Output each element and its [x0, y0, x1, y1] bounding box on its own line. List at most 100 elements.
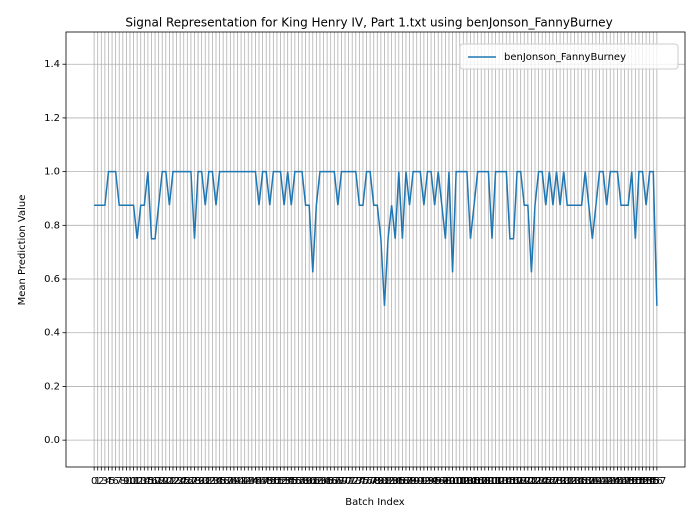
- x-tick-label: 120: [515, 476, 534, 487]
- x-tick-label: 154: [637, 476, 656, 487]
- x-tick-label: 130: [551, 476, 570, 487]
- x-tick-label: 134: [565, 476, 584, 487]
- x-tick-label: 53: [278, 476, 291, 487]
- x-tick-label: 67: [328, 476, 341, 487]
- x-tick-label: 11: [127, 476, 140, 487]
- x-tick-label: 37: [220, 476, 233, 487]
- x-tick-label: 124: [529, 476, 548, 487]
- x-tick-label: 14: [138, 476, 151, 487]
- x-tick-label: 106: [465, 476, 484, 487]
- x-tick-label: 26: [181, 476, 194, 487]
- x-tick-label: 93: [421, 476, 434, 487]
- x-tick-label: 136: [572, 476, 591, 487]
- x-tick-label: 41: [235, 476, 248, 487]
- x-tick-label: 54: [281, 476, 294, 487]
- x-tick-label: 152: [629, 476, 648, 487]
- x-tick-label: 114: [493, 476, 512, 487]
- x-tick-label: 133: [561, 476, 580, 487]
- x-tick-label: 83: [385, 476, 398, 487]
- x-tick-label: 46: [253, 476, 266, 487]
- x-tick-label: 55: [285, 476, 298, 487]
- x-tick-label: 88: [403, 476, 416, 487]
- x-tick-label: 15: [142, 476, 155, 487]
- x-tick-label: 126: [536, 476, 555, 487]
- x-tick-label: 128: [543, 476, 562, 487]
- x-tick-label: 71: [342, 476, 355, 487]
- x-tick-label: 86: [396, 476, 409, 487]
- x-tick-label: 3: [102, 476, 108, 487]
- x-tick-label: 96: [432, 476, 445, 487]
- series-line: [94, 170, 658, 306]
- x-tick-label: 90: [410, 476, 423, 487]
- x-tick-label: 62: [310, 476, 323, 487]
- x-tick-label: 98: [439, 476, 452, 487]
- x-tick-label: 87: [400, 476, 413, 487]
- y-tick-label: 0.4: [44, 328, 60, 339]
- y-axis-label: Mean Prediction Value: [17, 195, 28, 306]
- x-tick-label: 112: [486, 476, 505, 487]
- x-tick-label: 150: [622, 476, 641, 487]
- x-tick-label: 125: [533, 476, 552, 487]
- plot-frame: [65, 31, 686, 468]
- x-tick-label: 107: [468, 476, 487, 487]
- x-tick-label: 5: [109, 476, 115, 487]
- x-tick-label: 91: [414, 476, 427, 487]
- x-tick-label: 119: [511, 476, 530, 487]
- x-tick-label: 43: [242, 476, 255, 487]
- x-tick-label: 127: [540, 476, 559, 487]
- x-tick-label: 19: [156, 476, 169, 487]
- x-tick-label: 36: [217, 476, 230, 487]
- x-tick-label: 33: [206, 476, 219, 487]
- x-tick-label: 116: [500, 476, 519, 487]
- x-tick-label: 102: [450, 476, 469, 487]
- x-tick-label: 115: [497, 476, 516, 487]
- x-tick-label: 24: [174, 476, 187, 487]
- x-tick-label: 51: [271, 476, 284, 487]
- x-tick-label: 25: [177, 476, 190, 487]
- y-tick-label: 0.6: [44, 274, 60, 285]
- x-tick-label: 38: [224, 476, 237, 487]
- x-tick-label: 94: [425, 476, 438, 487]
- x-tick-label: 16: [145, 476, 158, 487]
- x-tick-label: 56: [288, 476, 301, 487]
- x-tick-label: 147: [611, 476, 630, 487]
- x-axis-label: Batch Index: [345, 497, 405, 508]
- x-tick-label: 49: [263, 476, 276, 487]
- x-tick-label: 63: [314, 476, 327, 487]
- x-tick-label: 39: [228, 476, 241, 487]
- y-tick-label: 0.8: [44, 220, 60, 231]
- x-tick-label: 143: [597, 476, 616, 487]
- x-tick-label: 129: [547, 476, 566, 487]
- x-tick-label: 45: [249, 476, 262, 487]
- x-tick-label: 8: [120, 476, 126, 487]
- x-tick-label: 59: [299, 476, 312, 487]
- x-tick-label: 144: [601, 476, 620, 487]
- x-tick-label: 35: [213, 476, 226, 487]
- x-tick-label: 123: [525, 476, 544, 487]
- x-tick-label: 135: [568, 476, 587, 487]
- legend-label: benJonson_FannyBurney: [504, 52, 626, 63]
- x-tick-label: 9: [123, 476, 129, 487]
- x-tick-label: 95: [428, 476, 441, 487]
- x-tick-label: 121: [518, 476, 537, 487]
- x-tick-label: 97: [435, 476, 448, 487]
- x-tick-label: 104: [457, 476, 476, 487]
- x-tick-label: 84: [389, 476, 402, 487]
- y-tick-label: 0.2: [44, 381, 60, 392]
- x-tick-label: 60: [303, 476, 316, 487]
- x-tick-label: 72: [346, 476, 359, 487]
- x-tick-label: 61: [306, 476, 319, 487]
- x-tick-label: 76: [360, 476, 373, 487]
- x-tick-label: 145: [604, 476, 623, 487]
- x-tick-label: 89: [407, 476, 420, 487]
- x-tick-label: 6: [112, 476, 118, 487]
- chart-title: Signal Representation for King Henry IV,…: [125, 16, 612, 30]
- x-tick-label: 0: [91, 476, 97, 487]
- x-tick-label: 66: [324, 476, 337, 487]
- x-tick-label: 10: [124, 476, 137, 487]
- x-tick-label: 156: [644, 476, 663, 487]
- x-tick-label: 140: [586, 476, 605, 487]
- x-tick-label: 42: [238, 476, 251, 487]
- x-tick-label: 111: [482, 476, 501, 487]
- x-tick-label: 113: [490, 476, 509, 487]
